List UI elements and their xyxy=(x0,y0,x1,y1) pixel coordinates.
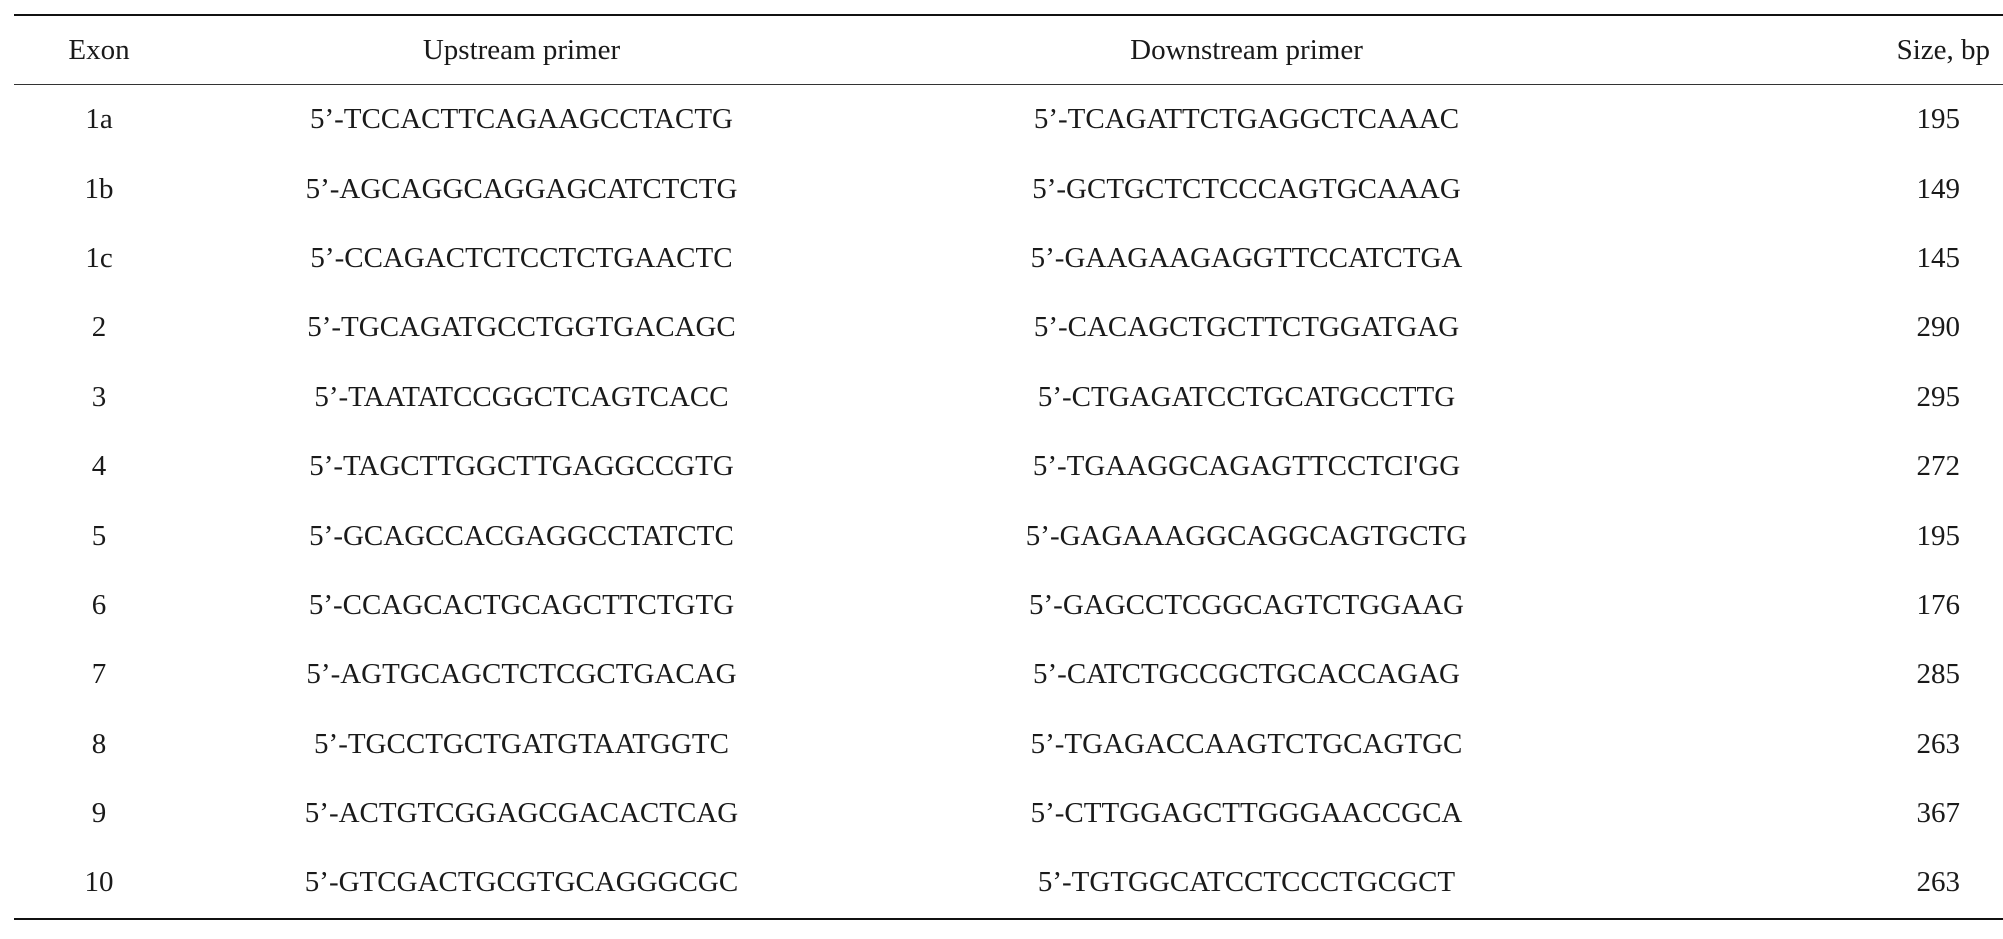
cell-exon: 1b xyxy=(84,172,114,205)
table-row: 1a 5’-TCCACTTCAGAAGCCTACTG 5’-TCAGATTCTGAG… xyxy=(14,85,2003,155)
cell-size: 176 xyxy=(1916,588,1961,621)
cell-downstream-primer: 5’-CACAGCTGCTTCTGGATGAG xyxy=(1033,311,1460,344)
table-header: Exon Upstream primer Downstream primer S… xyxy=(14,15,2003,85)
table-row: 10 5’-GTCGACTGCGTGCAGGGCGC 5’-TGTGGCATCCTC… xyxy=(14,848,2003,919)
cell-exon: 10 xyxy=(84,866,114,899)
cell-exon: 3 xyxy=(91,380,107,413)
cell-size: 263 xyxy=(1916,727,1961,760)
cell-size: 290 xyxy=(1916,311,1961,344)
cell-exon: 6 xyxy=(91,588,107,621)
cell-size: 367 xyxy=(1916,797,1961,830)
table-row: 5 5’-GCAGCCACGAGGCCTATCTC 5’-GAGAAAGGCAGGC… xyxy=(14,501,2003,570)
cell-downstream-primer: 5’-GAGCCTCGGCAGTCTGGAAG xyxy=(1029,588,1464,621)
table-row: 9 5’-ACTGTCGGAGCGACACTCAG 5’-CTTGGAGCTTGGG… xyxy=(14,779,2003,848)
cell-exon: 1c xyxy=(85,241,113,274)
cell-downstream-primer: 5’-GCTGCTCTCCCAGTGCAAAG xyxy=(1032,172,1461,205)
cell-downstream-primer: 5’-CTTGGAGCTTGGGAACCGCA xyxy=(1030,797,1463,830)
cell-exon: 2 xyxy=(91,311,107,344)
header-size: Size, bp xyxy=(1896,33,1990,66)
header-upstream-primer: Upstream primer xyxy=(422,33,621,66)
cell-downstream-primer: 5’-TCAGATTCTGAGGCTCAAAC xyxy=(1033,103,1460,136)
cell-downstream-primer: 5’-TGAGACCAAGTCTGCAGTGC xyxy=(1030,727,1463,760)
cell-size: 272 xyxy=(1916,450,1961,483)
table-row: 6 5’-CCAGCACTGCAGCTTCTGTG 5’-GAGCCTCGGCAGT… xyxy=(14,571,2003,640)
header-exon: Exon xyxy=(68,33,130,66)
cell-upstream-primer: 5’-TGCCTGCTGATGTAATGGTC xyxy=(314,727,729,760)
cell-exon: 7 xyxy=(91,658,107,691)
table-row: 1c 5’-CCAGACTCTCCTCTGAACTC 5’-GAAGAAGAGGTT… xyxy=(14,224,2003,293)
cell-size: 149 xyxy=(1916,172,1961,205)
cell-exon: 8 xyxy=(91,727,107,760)
table-row: 2 5’-TGCAGATGCCTGGTGACAGC 5’-CACAGCTGCTTCT… xyxy=(14,293,2003,362)
primer-table: Exon Upstream primer Downstream primer S… xyxy=(14,14,2003,920)
cell-size: 195 xyxy=(1916,103,1961,136)
cell-upstream-primer: 5’-CCAGACTCTCCTCTGAACTC xyxy=(310,241,733,274)
cell-upstream-primer: 5’-GTCGACTGCGTGCAGGGCGC xyxy=(304,866,739,899)
cell-downstream-primer: 5’-GAGAAAGGCAGGCAGTGCTG xyxy=(1025,519,1468,552)
cell-upstream-primer: 5’-ACTGTCGGAGCGACACTCAG xyxy=(304,797,739,830)
cell-size: 295 xyxy=(1916,380,1961,413)
table-body: 1a 5’-TCCACTTCAGAAGCCTACTG 5’-TCAGATTCTGAG… xyxy=(14,85,2003,919)
table-row: 4 5’-TAGCTTGGCTTGAGGCCGTG 5’-TGAAGGCAGAGTT… xyxy=(14,432,2003,501)
cell-size: 195 xyxy=(1916,519,1961,552)
cell-size: 285 xyxy=(1916,658,1961,691)
header-downstream-primer: Downstream primer xyxy=(1130,33,1363,66)
cell-upstream-primer: 5’-AGCAGGCAGGAGCATCTCTG xyxy=(305,172,738,205)
cell-upstream-primer: 5’-CCAGCACTGCAGCTTCTGTG xyxy=(308,588,735,621)
cell-size: 145 xyxy=(1916,241,1961,274)
cell-upstream-primer: 5’-TCCACTTCAGAAGCCTACTG xyxy=(309,103,733,136)
cell-size: 263 xyxy=(1916,866,1961,899)
cell-upstream-primer: 5’-GCAGCCACGAGGCCTATCTC xyxy=(309,519,734,552)
table-row: 7 5’-AGTGCAGCTCTCGCTGACAG 5’-CATCTGCCGCTGC… xyxy=(14,640,2003,709)
cell-upstream-primer: 5’-TGCAGATGCCTGGTGACAGC xyxy=(307,311,736,344)
cell-upstream-primer: 5’-AGTGCAGCTCTCGCTGACAG xyxy=(306,658,737,691)
cell-exon: 1a xyxy=(85,103,113,136)
cell-downstream-primer: 5’-TGTGGCATCCTCCCTGCGCT xyxy=(1037,866,1456,899)
cell-upstream-primer: 5’-TAGCTTGGCTTGAGGCCGTG xyxy=(309,450,734,483)
cell-exon: 4 xyxy=(91,450,107,483)
cell-downstream-primer: 5’-CATCTGCCGCTGCACCAGAG xyxy=(1033,658,1460,691)
table-row: 3 5’-TAATATCCGGCTCAGTCACC 5’-CTGAGATCCTGCA… xyxy=(14,363,2003,432)
cell-downstream-primer: 5’-GAAGAAGAGGTTCCATCTGA xyxy=(1030,241,1463,274)
cell-downstream-primer: 5’-CTGAGATCCTGCATGCCTTG xyxy=(1037,380,1456,413)
table-row: 1b 5’-AGCAGGCAGGAGCATCTCTG 5’-GCTGCTCTCCCA… xyxy=(14,154,2003,223)
cell-downstream-primer: 5’-TGAAGGCAGAGTTCCTCI'GG xyxy=(1032,450,1461,483)
header-row: Exon Upstream primer Downstream primer S… xyxy=(14,15,2003,85)
cell-exon: 5 xyxy=(91,519,107,552)
table-row: 8 5’-TGCCTGCTGATGTAATGGTC 5’-TGAGACCAAGTCT… xyxy=(14,710,2003,779)
cell-upstream-primer: 5’-TAATATCCGGCTCAGTCACC xyxy=(314,380,729,413)
cell-exon: 9 xyxy=(91,797,107,830)
